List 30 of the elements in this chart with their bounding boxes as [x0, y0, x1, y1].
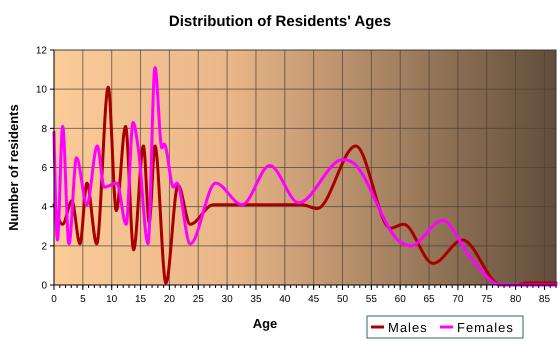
y-tick-label: 10	[36, 84, 48, 96]
x-tick-label: 70	[452, 294, 464, 305]
chart-title: Distribution of Residents' Ages	[168, 13, 392, 30]
x-tick-label: 5	[80, 294, 86, 305]
x-tick-label: 60	[394, 294, 406, 305]
legend-label: Females	[457, 320, 514, 335]
x-tick-label: 50	[336, 294, 349, 305]
x-tick-label: 40	[279, 294, 291, 305]
y-tick-label: 0	[41, 280, 48, 292]
x-tick-label: 20	[164, 294, 176, 305]
y-tick-label: 2	[41, 241, 48, 252]
x-tick-label: 35	[250, 294, 262, 305]
x-tick-label: 0	[51, 294, 58, 305]
x-tick-label: 25	[192, 294, 204, 305]
legend-label: Males	[388, 320, 428, 335]
x-tick-label: 30	[222, 294, 234, 305]
y-tick-label: 12	[36, 46, 48, 56]
x-axis-title: Age	[252, 316, 278, 331]
x-tick-label: 10	[106, 294, 118, 305]
x-tick-label: 75	[481, 294, 493, 305]
x-tick-label: 65	[423, 294, 436, 305]
x-tick-label: 55	[366, 294, 378, 305]
x-tick-label: 15	[134, 294, 147, 305]
y-axis-title: Number of residents	[6, 104, 21, 231]
y-tick-label: 8	[41, 124, 48, 135]
x-tick-label: 85	[538, 294, 550, 305]
x-tick-label: 45	[308, 294, 320, 305]
x-tick-label: 80	[510, 294, 522, 305]
y-tick-label: 4	[41, 202, 48, 214]
y-tick-label: 6	[41, 163, 48, 174]
